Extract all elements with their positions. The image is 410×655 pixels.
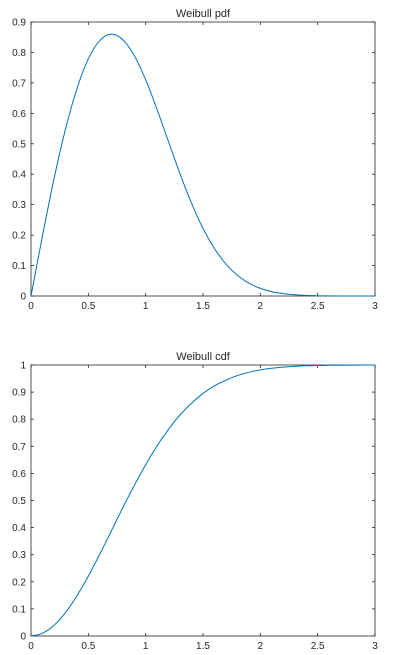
- x-tick-label: 2.5: [311, 301, 325, 312]
- y-tick-label: 1: [20, 361, 26, 372]
- y-tick-label: 0.4: [12, 170, 26, 181]
- pdf-chart: Weibull pdf 0 0.5 1 1.5 2 2.5 3 0 0.1 0.2 0.3 0.4 0.5…: [12, 8, 378, 312]
- x-tick-label: 0.5: [81, 641, 95, 652]
- series-line: [30, 364, 376, 637]
- plot-area: [30, 364, 376, 637]
- y-tick-label: 0.5: [12, 496, 26, 507]
- y-tick-label: 0.7: [12, 442, 26, 453]
- y-tick-label: 0.6: [12, 469, 26, 480]
- y-tick-label: 0.2: [12, 577, 26, 588]
- cdf-chart: Weibull cdf 0 0.5 1 1.5 2 2.5 3 0 0.1 0.2 0.3 0.4 0.5…: [12, 351, 378, 652]
- y-tick-label: 0.1: [12, 604, 26, 615]
- x-tick-label: 0: [28, 641, 34, 652]
- x-tick-label: 1: [143, 301, 149, 312]
- y-tick-label: 0: [20, 292, 26, 303]
- y-tick-label: 0.8: [12, 48, 26, 59]
- x-tick-label: 1.5: [196, 301, 210, 312]
- plot-area: [30, 21, 376, 297]
- series-line: [30, 33, 376, 297]
- x-tick-label: 3: [372, 301, 378, 312]
- y-tick-label: 0.1: [12, 261, 26, 272]
- x-tick-label: 2: [258, 641, 264, 652]
- y-tick-label: 0.9: [12, 388, 26, 399]
- y-tick-label: 0.3: [12, 200, 26, 211]
- y-tick-label: 0.2: [12, 231, 26, 242]
- y-tick-label: 0.5: [12, 139, 26, 150]
- x-tick-label: 0.5: [81, 301, 95, 312]
- chart-title: Weibull pdf: [176, 8, 231, 20]
- y-tick-label: 0.8: [12, 415, 26, 426]
- x-tick-label: 3: [372, 641, 378, 652]
- x-tick-label: 1: [143, 641, 149, 652]
- x-tick-label: 2.5: [311, 641, 325, 652]
- y-tick-label: 0.7: [12, 78, 26, 89]
- x-tick-label: 2: [258, 301, 264, 312]
- chart-title: Weibull cdf: [176, 351, 231, 363]
- y-tick-label: 0: [20, 632, 26, 643]
- x-tick-label: 1.5: [196, 641, 210, 652]
- y-tick-label: 0.6: [12, 109, 26, 120]
- x-tick-label: 0: [28, 301, 34, 312]
- y-tick-label: 0.3: [12, 550, 26, 561]
- y-tick-label: 0.4: [12, 523, 26, 534]
- y-tick-label: 0.9: [12, 18, 26, 29]
